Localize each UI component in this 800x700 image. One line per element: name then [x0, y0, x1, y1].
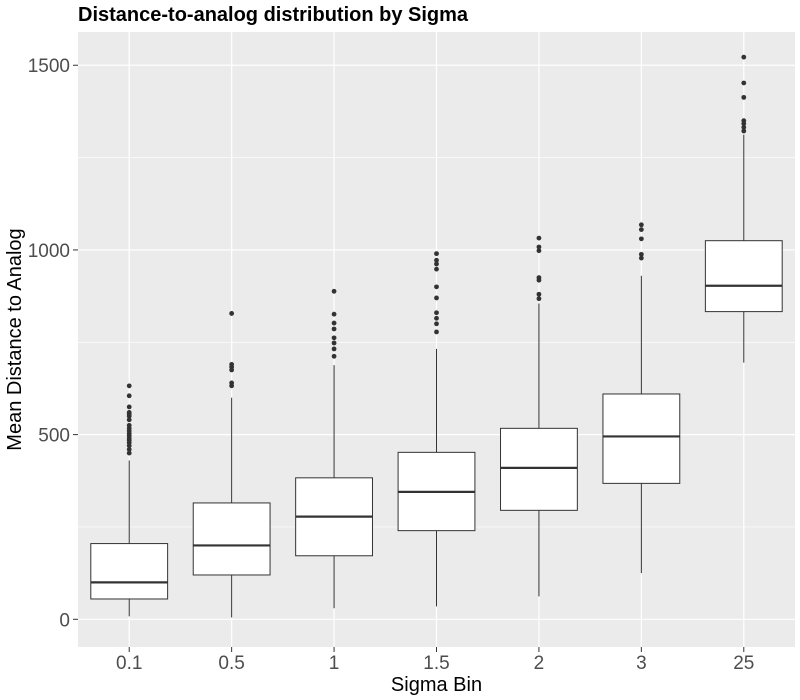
- x-axis-title: Sigma Bin: [391, 674, 482, 696]
- box: [704, 240, 783, 313]
- y-tick-label: 0: [59, 610, 70, 631]
- outlier-point: [434, 284, 439, 290]
- box-group-2: [500, 235, 578, 597]
- outlier-point: [126, 446, 132, 452]
- outlier-point: [434, 315, 439, 321]
- chart-title: Distance-to-analog distribution by Sigma: [78, 4, 469, 26]
- outlier-point: [229, 311, 235, 316]
- outlier-point: [638, 236, 644, 242]
- box-group-0.1: [90, 383, 169, 617]
- box-series: [90, 54, 783, 618]
- outlier-point: [434, 266, 439, 272]
- x-tick-label: 25: [733, 653, 754, 674]
- y-tick-label: 1000: [28, 241, 70, 262]
- box: [602, 393, 681, 484]
- outlier-point: [331, 311, 337, 317]
- outlier-point: [536, 296, 542, 302]
- outlier-point: [741, 124, 747, 130]
- box: [500, 427, 578, 511]
- outlier-point: [126, 393, 132, 399]
- x-tick-label: 1.5: [423, 653, 449, 674]
- outlier-point: [638, 251, 644, 257]
- y-axis: 0 500 1000 1500: [28, 56, 78, 631]
- outlier-point: [229, 362, 235, 367]
- outlier-point: [434, 329, 439, 335]
- outlier-point: [741, 80, 747, 86]
- y-axis-title: Mean Distance to Analog: [4, 228, 26, 450]
- outlier-point: [741, 94, 747, 100]
- box-group-0.5: [192, 311, 271, 618]
- outlier-point: [331, 353, 337, 359]
- outlier-point: [331, 320, 337, 326]
- outlier-point: [536, 248, 542, 254]
- x-axis: 0.1 0.5 1 1.5 2 3 25: [116, 647, 754, 674]
- box-group-1: [295, 288, 373, 609]
- outlier-point: [741, 128, 747, 134]
- outlier-point: [434, 321, 439, 327]
- outlier-point: [229, 380, 235, 386]
- y-tick-label: 500: [38, 426, 70, 447]
- outlier-point: [741, 118, 747, 124]
- box: [90, 543, 169, 600]
- box-group-3: [602, 222, 681, 574]
- outlier-point: [741, 54, 747, 60]
- x-tick-label: 2: [534, 653, 545, 674]
- outlier-point: [434, 251, 439, 257]
- outlier-point: [331, 288, 337, 294]
- outlier-point: [126, 383, 132, 389]
- outlier-point: [331, 335, 337, 341]
- outlier-point: [126, 422, 132, 428]
- outlier-point: [331, 340, 337, 346]
- box: [192, 502, 271, 576]
- outlier-point: [434, 257, 439, 263]
- x-tick-label: 3: [636, 653, 647, 674]
- outlier-point: [638, 222, 644, 228]
- box-group-1.5: [397, 251, 476, 607]
- outlier-point: [331, 326, 337, 332]
- x-tick-label: 0.5: [218, 653, 244, 674]
- x-tick-label: 0.1: [116, 653, 142, 674]
- outlier-point: [434, 295, 439, 301]
- box-group-25: [704, 54, 783, 363]
- outlier-point: [536, 291, 542, 297]
- x-tick-label: 1: [329, 653, 340, 674]
- outlier-point: [126, 404, 132, 410]
- outlier-point: [434, 261, 439, 267]
- outlier-point: [126, 450, 132, 456]
- y-tick-label: 1500: [28, 56, 70, 77]
- outlier-point: [536, 244, 542, 250]
- outlier-point: [434, 310, 439, 316]
- outlier-point: [638, 227, 644, 233]
- outlier-point: [638, 255, 644, 261]
- outlier-point: [536, 235, 542, 241]
- outlier-point: [126, 417, 132, 423]
- outlier-point: [536, 275, 542, 281]
- outlier-point: [126, 410, 132, 415]
- outlier-point: [331, 346, 337, 352]
